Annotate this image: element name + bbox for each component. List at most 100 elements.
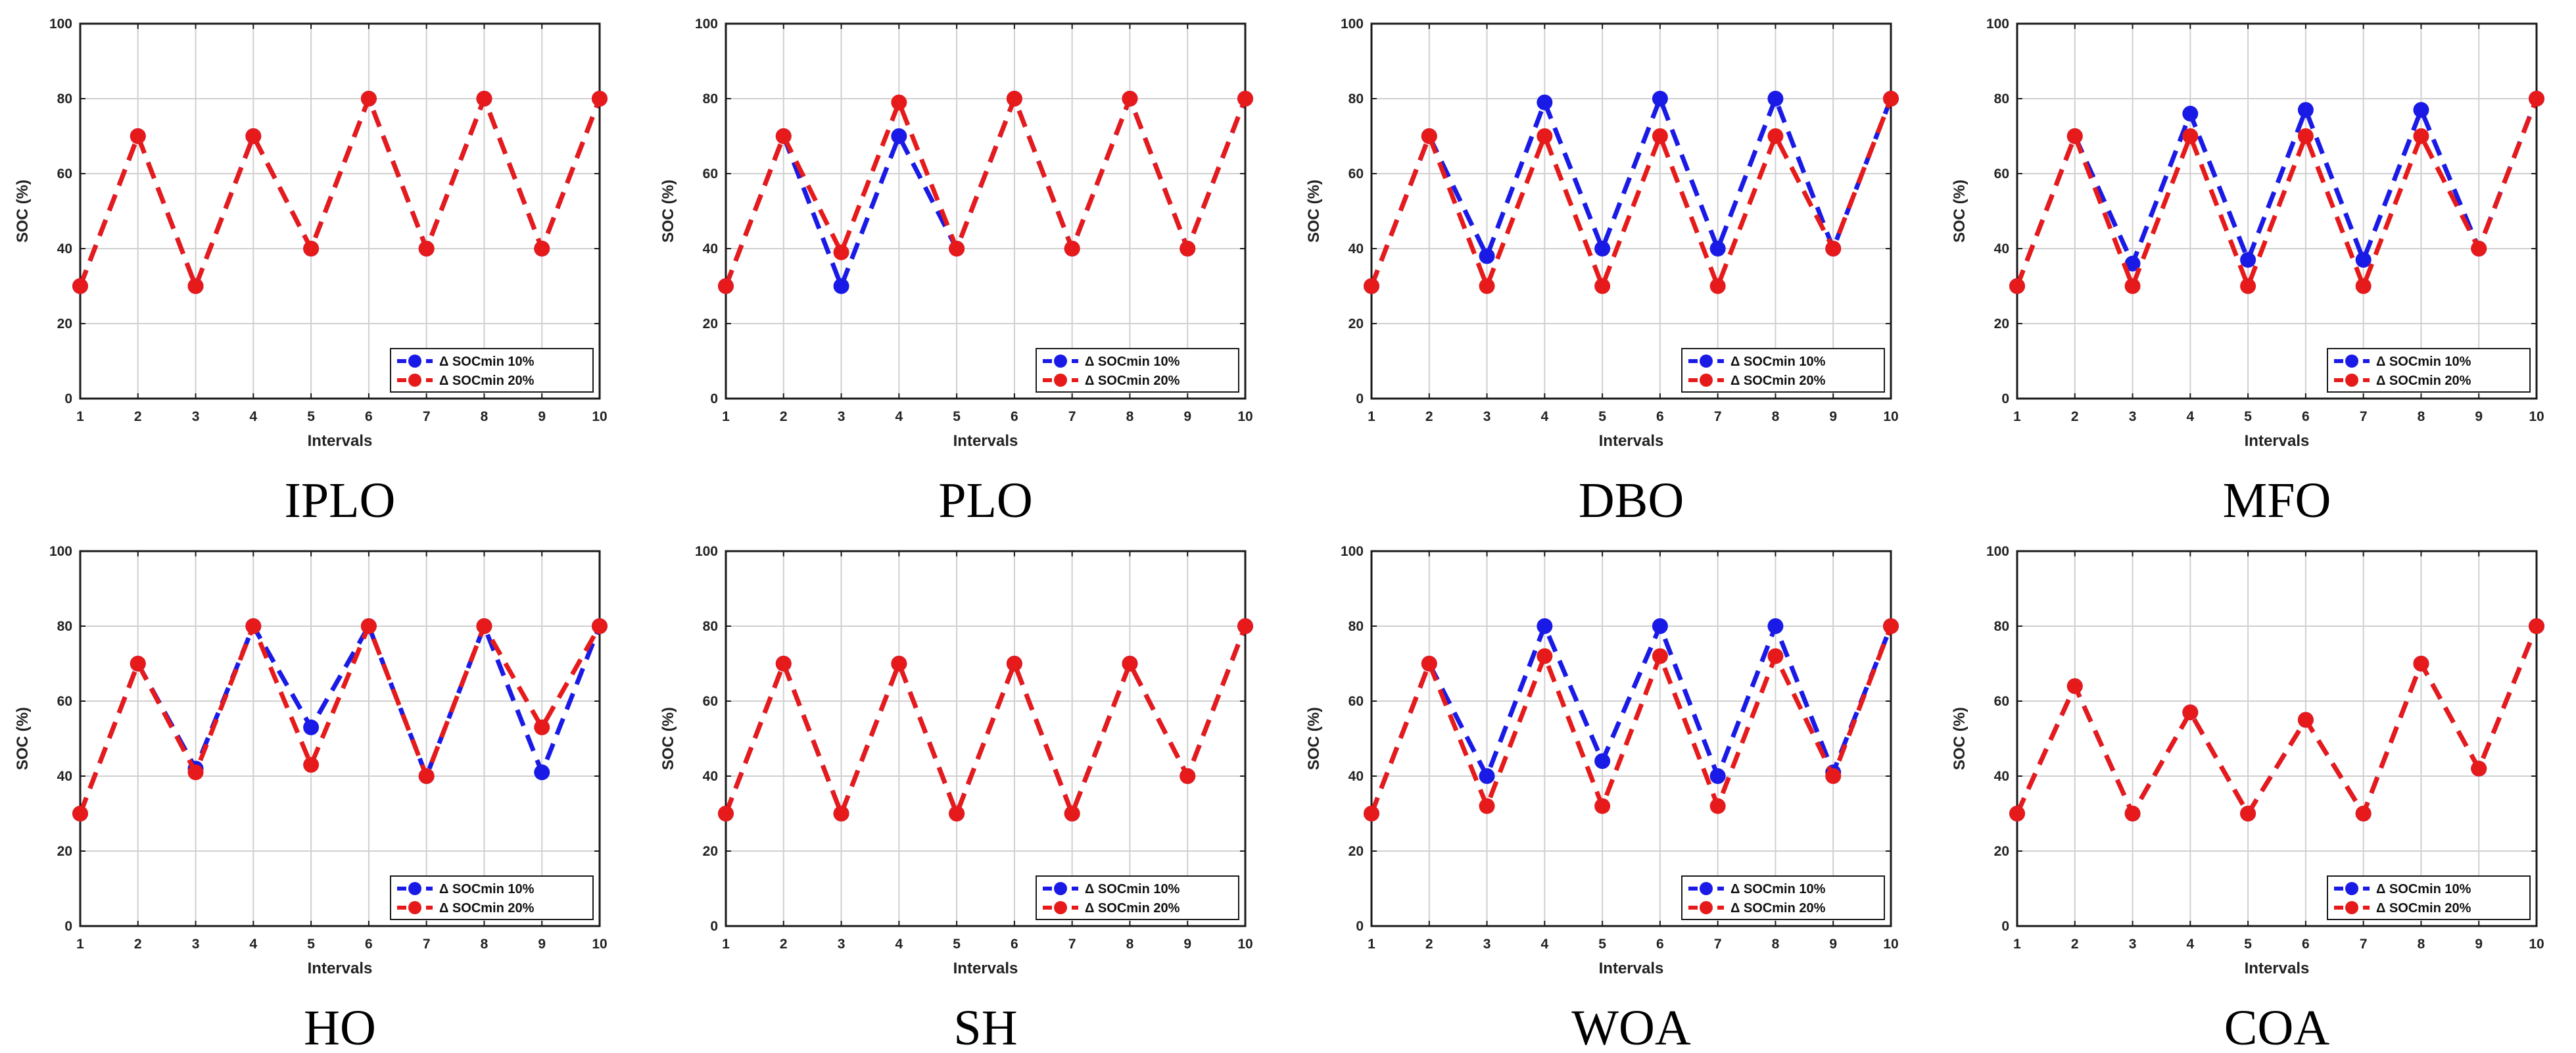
grid — [726, 551, 1245, 926]
x-axis-title: Intervals — [953, 432, 1018, 450]
data-point — [2297, 128, 2314, 144]
series-line — [1369, 625, 1894, 815]
data-point — [1652, 128, 1668, 144]
x-tick-label: 9 — [538, 409, 546, 424]
data-point — [2355, 252, 2372, 268]
panel-caption: PLO — [938, 473, 1033, 528]
y-tick-label: 60 — [1994, 166, 2009, 182]
data-point — [2182, 704, 2199, 721]
data-point — [1364, 806, 1379, 821]
legend-label: Δ SOCmin 20% — [439, 374, 535, 388]
x-tick-label: 2 — [134, 409, 142, 424]
data-point — [1709, 798, 1726, 814]
y-tick-label: 40 — [1348, 241, 1364, 257]
panel-caption: DBO — [1579, 473, 1684, 528]
data-point — [303, 719, 320, 735]
x-tick-label: 3 — [2129, 409, 2137, 424]
legend-box — [1036, 348, 1239, 393]
series-2 — [2009, 91, 2544, 294]
plot-area — [726, 551, 1245, 926]
x-tick-label: 5 — [2244, 937, 2252, 952]
data-point — [1883, 618, 1899, 634]
axes-box — [1370, 550, 1892, 927]
panel-caption: COA — [2224, 1000, 2330, 1053]
y-tick-label: 80 — [1994, 619, 2009, 634]
data-point — [1594, 798, 1611, 814]
y-tick-label: 20 — [57, 844, 72, 859]
legend-marker — [2345, 882, 2358, 895]
grid — [726, 24, 1245, 399]
legend-marker — [2345, 374, 2358, 387]
series-line — [2015, 97, 2539, 287]
x-tick-label: 3 — [1483, 409, 1491, 424]
y-axis-title: SOC (%) — [14, 707, 32, 770]
data-point — [2066, 678, 2083, 695]
legend-label: Δ SOCmin 20% — [1085, 374, 1180, 388]
y-tick-label: 80 — [1994, 91, 2009, 107]
legend-label: Δ SOCmin 10% — [1085, 882, 1180, 896]
x-tick-label: 4 — [249, 409, 257, 424]
x-tick-label: 8 — [1772, 937, 1780, 952]
x-tick-label: 8 — [2418, 937, 2425, 952]
data-point — [2124, 806, 2141, 821]
y-axis-title: SOC (%) — [1951, 180, 1968, 243]
data-point — [2009, 278, 2025, 294]
data-point — [2124, 278, 2141, 294]
data-point — [303, 756, 320, 773]
x-tick-label: 8 — [2418, 409, 2425, 424]
data-point — [833, 244, 849, 260]
legend: Δ SOCmin 10% Δ SOCmin 20% — [390, 875, 594, 920]
legend-marker — [1700, 374, 1713, 387]
x-tick-label: 1 — [722, 409, 730, 424]
x-tick-label: 3 — [2129, 937, 2137, 952]
x-tick-label: 10 — [1237, 409, 1252, 424]
series-line — [1369, 97, 1894, 289]
x-tick-label: 9 — [1829, 937, 1837, 952]
panel-caption: HO — [304, 1000, 376, 1053]
series-line — [723, 96, 1248, 287]
legend-marker — [2345, 355, 2358, 368]
y-tick-label: 0 — [64, 919, 72, 934]
data-point — [2240, 806, 2256, 821]
data-point — [718, 278, 734, 294]
data-point — [1180, 768, 1196, 784]
grid — [2017, 24, 2537, 399]
x-tick-label: 3 — [838, 937, 846, 952]
x-tick-label: 7 — [2360, 937, 2368, 952]
x-tick-label: 2 — [780, 937, 788, 952]
x-tick-label: 1 — [76, 409, 84, 424]
x-tick-label: 6 — [365, 409, 373, 424]
data-point — [1006, 91, 1022, 107]
x-tick-label: 9 — [538, 937, 546, 952]
data-point — [1421, 656, 1437, 672]
data-point — [775, 656, 792, 672]
panel-caption: MFO — [2223, 473, 2331, 528]
data-point — [2413, 102, 2429, 118]
data-point — [718, 806, 734, 821]
data-point — [1825, 768, 1842, 784]
data-point — [1180, 241, 1196, 257]
data-point — [1537, 618, 1553, 634]
legend-marker — [1054, 355, 1067, 368]
data-point — [1537, 94, 1553, 110]
data-point — [187, 764, 204, 781]
data-point — [2297, 712, 2314, 728]
y-tick-label: 40 — [1994, 769, 2009, 784]
data-point — [2529, 618, 2544, 634]
legend-marker — [408, 355, 421, 368]
data-point — [2355, 806, 2372, 821]
legend-label: Δ SOCmin 20% — [1730, 374, 1826, 388]
x-tick-label: 6 — [1011, 409, 1018, 424]
axes-box — [2016, 22, 2538, 400]
grid — [2017, 551, 2537, 926]
legend-label: Δ SOCmin 10% — [439, 355, 535, 369]
data-point — [1479, 278, 1495, 294]
x-tick-label: 1 — [1368, 937, 1375, 952]
data-point — [418, 768, 435, 784]
data-point — [2471, 760, 2487, 777]
y-tick-label: 100 — [1986, 16, 2009, 32]
data-point — [72, 806, 88, 821]
